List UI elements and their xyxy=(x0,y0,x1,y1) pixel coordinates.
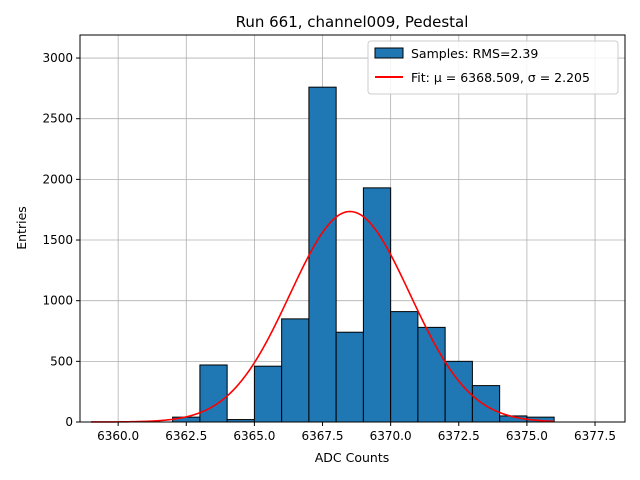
x-tick-label: 6360.0 xyxy=(97,429,139,443)
histogram-bar xyxy=(362,187,392,423)
y-axis-ticks: 0 500 1000 1500 2000 2500 3000 xyxy=(42,51,80,429)
histogram-bar xyxy=(281,318,310,423)
plot-frame xyxy=(79,34,626,423)
histogram-bars xyxy=(172,86,555,423)
histogram-bar xyxy=(335,331,364,423)
x-tick-label: 6375.0 xyxy=(506,429,548,443)
x-tick-label: 6367.5 xyxy=(302,429,344,443)
histogram-bar xyxy=(199,364,228,423)
histogram-bar xyxy=(308,86,337,423)
fit-curve xyxy=(90,210,555,423)
chart-title: Run 661, channel009, Pedestal xyxy=(236,13,469,31)
y-tick-label: 2500 xyxy=(42,112,73,126)
legend-label-samples: Samples: RMS=2.39 xyxy=(411,46,538,61)
legend-box xyxy=(367,40,619,95)
histogram-bar xyxy=(417,326,446,423)
x-tick-label: 6372.5 xyxy=(438,429,480,443)
fit-curve-group xyxy=(90,210,555,423)
y-tick-label: 500 xyxy=(50,354,73,368)
x-tick-label: 6370.0 xyxy=(370,429,412,443)
x-tick-label: 6362.5 xyxy=(165,429,207,443)
x-axis-label: ADC Counts xyxy=(315,450,390,465)
y-tick-label: 2000 xyxy=(42,172,73,186)
histogram-bar xyxy=(471,385,501,423)
x-axis-ticks: 6360.0 6362.5 6365.0 6367.5 6370.0 6372.5 6375… xyxy=(97,422,616,443)
histogram-bar xyxy=(172,416,201,423)
y-tick-label: 1500 xyxy=(42,233,73,247)
y-axis-label: Entries xyxy=(14,206,29,250)
y-tick-label: 1000 xyxy=(42,294,73,308)
histogram-bar xyxy=(253,365,283,423)
x-tick-label: 6377.5 xyxy=(574,429,616,443)
legend-label-fit: Fit: μ = 6368.509, σ = 2.205 xyxy=(411,70,590,85)
y-tick-label: 3000 xyxy=(42,51,73,65)
histogram-bar xyxy=(390,311,419,423)
legend: Samples: RMS=2.39 Fit: μ = 6368.509, σ =… xyxy=(367,40,619,95)
legend-swatch-samples xyxy=(374,47,404,59)
y-tick-label: 0 xyxy=(65,415,73,429)
x-tick-label: 6365.0 xyxy=(233,429,275,443)
